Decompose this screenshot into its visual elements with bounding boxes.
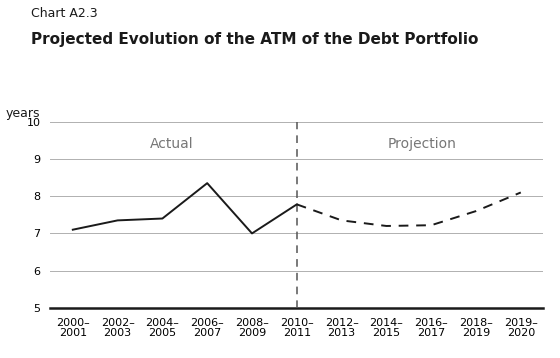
Text: Projected Evolution of the ATM of the Debt Portfolio: Projected Evolution of the ATM of the De…: [31, 32, 478, 47]
Text: Chart A2.3: Chart A2.3: [31, 7, 97, 20]
Text: years: years: [6, 107, 40, 120]
Text: Projection: Projection: [388, 137, 456, 151]
Text: Actual: Actual: [150, 137, 193, 151]
